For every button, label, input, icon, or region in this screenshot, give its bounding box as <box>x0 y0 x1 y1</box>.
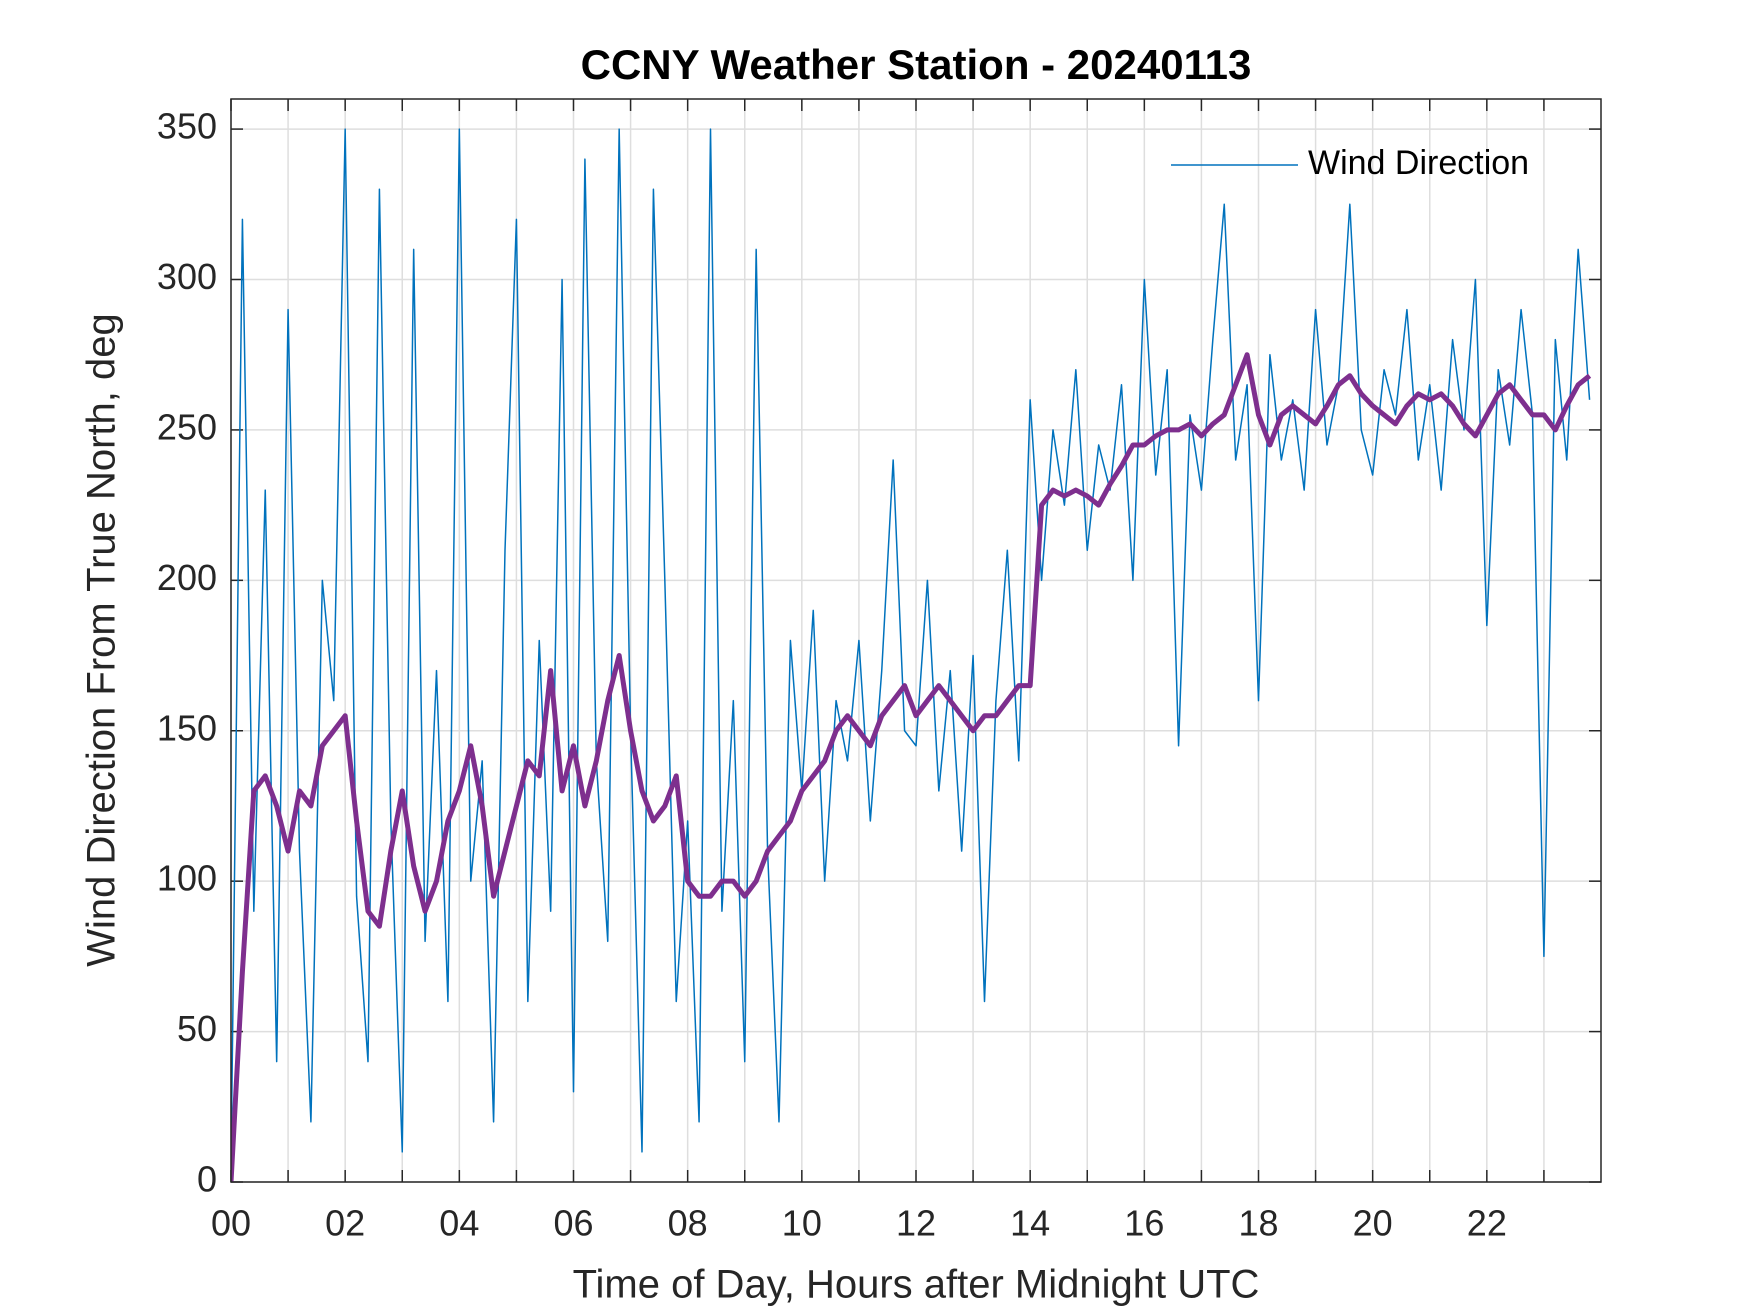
x-tick-label: 04 <box>439 1203 479 1244</box>
x-tick-label: 20 <box>1353 1203 1393 1244</box>
axes-box <box>230 98 1602 1183</box>
y-tick-label: 50 <box>177 1008 217 1049</box>
y-axis-label: Wind Direction From True North, deg <box>80 313 124 967</box>
y-tick-label: 350 <box>157 106 217 147</box>
x-tick-label: 16 <box>1124 1203 1164 1244</box>
x-tick-label: 06 <box>553 1203 593 1244</box>
x-tick-label: 14 <box>1010 1203 1050 1244</box>
x-tick-label: 22 <box>1467 1203 1507 1244</box>
y-tick-label: 250 <box>157 406 217 447</box>
data-line <box>231 352 1592 1182</box>
x-tick-label: 08 <box>668 1203 708 1244</box>
x-axis-label: Time of Day, Hours after Midnight UTC <box>573 1263 1260 1307</box>
y-tick-label: 100 <box>157 858 217 899</box>
x-tick-label: 18 <box>1238 1203 1278 1244</box>
y-tick-label: 200 <box>157 557 217 598</box>
x-tick-label: 00 <box>211 1203 251 1244</box>
plot-area <box>231 128 1592 1182</box>
y-tick-label: 150 <box>157 707 217 748</box>
data-line <box>231 128 1591 1167</box>
y-tick-label: 300 <box>157 256 217 297</box>
legend-label: Wind Direction <box>1308 144 1529 182</box>
x-tick-label: 12 <box>896 1203 936 1244</box>
y-tick-label: 0 <box>197 1159 217 1200</box>
x-tick-label: 02 <box>325 1203 365 1244</box>
chart-title: CCNY Weather Station - 20240113 <box>581 41 1252 88</box>
x-tick-label: 10 <box>782 1203 822 1244</box>
